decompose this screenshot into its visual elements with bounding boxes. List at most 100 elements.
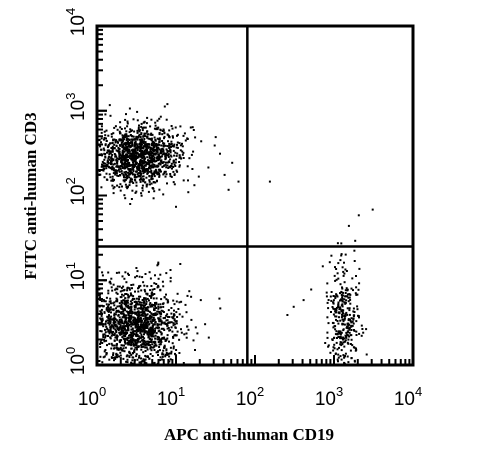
data-point [172,299,175,302]
data-point [153,349,156,351]
data-point [130,353,133,356]
data-point [344,315,347,318]
data-point [110,147,113,149]
data-point [183,132,186,135]
data-point [130,145,132,148]
data-point [348,296,351,299]
data-point [133,333,135,336]
data-point [157,303,160,306]
data-point [137,335,140,338]
data-point [146,168,148,170]
data-point [138,286,141,289]
data-point [142,317,145,320]
data-point [113,126,116,129]
data-point [138,356,140,359]
data-point [119,154,122,157]
data-point [143,171,146,173]
data-point [351,320,354,323]
data-point [346,289,349,292]
data-point [120,312,123,315]
data-point [128,312,130,315]
data-point [118,147,121,150]
data-point [98,170,101,172]
data-point [143,320,146,322]
data-point [109,320,112,323]
data-point [134,325,137,328]
data-point [152,314,155,317]
data-point [104,331,107,334]
data-point [124,309,126,312]
data-point [129,134,132,136]
data-point [117,327,120,330]
data-point [166,319,169,322]
data-point [108,332,111,335]
data-point [160,298,163,301]
data-point [165,298,168,301]
data-point [127,322,130,325]
data-point [150,137,153,140]
data-point [133,305,136,307]
data-point [150,132,153,135]
data-point [176,170,179,173]
data-point [335,293,338,296]
data-point [149,160,152,163]
data-point [101,160,104,163]
data-point [116,285,119,288]
data-point [114,328,117,331]
data-point [144,141,147,144]
data-point [137,128,140,131]
data-point [175,146,178,149]
data-point [140,156,143,159]
data-point [346,313,349,316]
data-point [174,352,176,355]
data-point [150,171,153,174]
data-point [156,119,159,122]
data-point [146,324,149,327]
data-point [302,299,305,302]
data-point [126,336,129,339]
data-point [172,324,175,327]
data-point [130,157,133,160]
data-point [124,300,126,303]
data-point [118,186,121,189]
data-point [342,274,345,277]
data-point [353,360,356,363]
data-point [142,172,145,175]
data-point [135,143,138,146]
data-point [113,359,115,362]
data-point [136,320,138,323]
data-point [129,309,132,312]
data-point [162,305,165,308]
data-point [152,152,155,155]
data-point [142,140,145,143]
data-point [163,329,166,331]
data-point [126,141,129,144]
data-point [105,139,108,142]
data-point [135,267,138,269]
data-point [148,331,151,334]
data-point [142,121,145,124]
data-point [139,284,142,287]
data-point [141,187,144,189]
data-point [162,129,165,132]
data-point [172,136,174,139]
data-point [143,149,146,152]
data-point [186,325,189,328]
data-point [111,308,114,311]
data-point [121,151,124,154]
data-point [128,138,131,141]
data-point [122,331,125,334]
data-point [166,299,169,302]
data-point [352,317,355,320]
data-point [118,271,121,274]
data-point [146,348,149,351]
data-point [123,350,126,353]
data-point [342,309,345,312]
data-point [127,135,130,138]
data-point [129,177,132,180]
data-point [341,310,344,313]
data-point [170,125,173,127]
data-point [125,355,128,358]
data-point [156,286,159,289]
data-point [174,161,177,164]
